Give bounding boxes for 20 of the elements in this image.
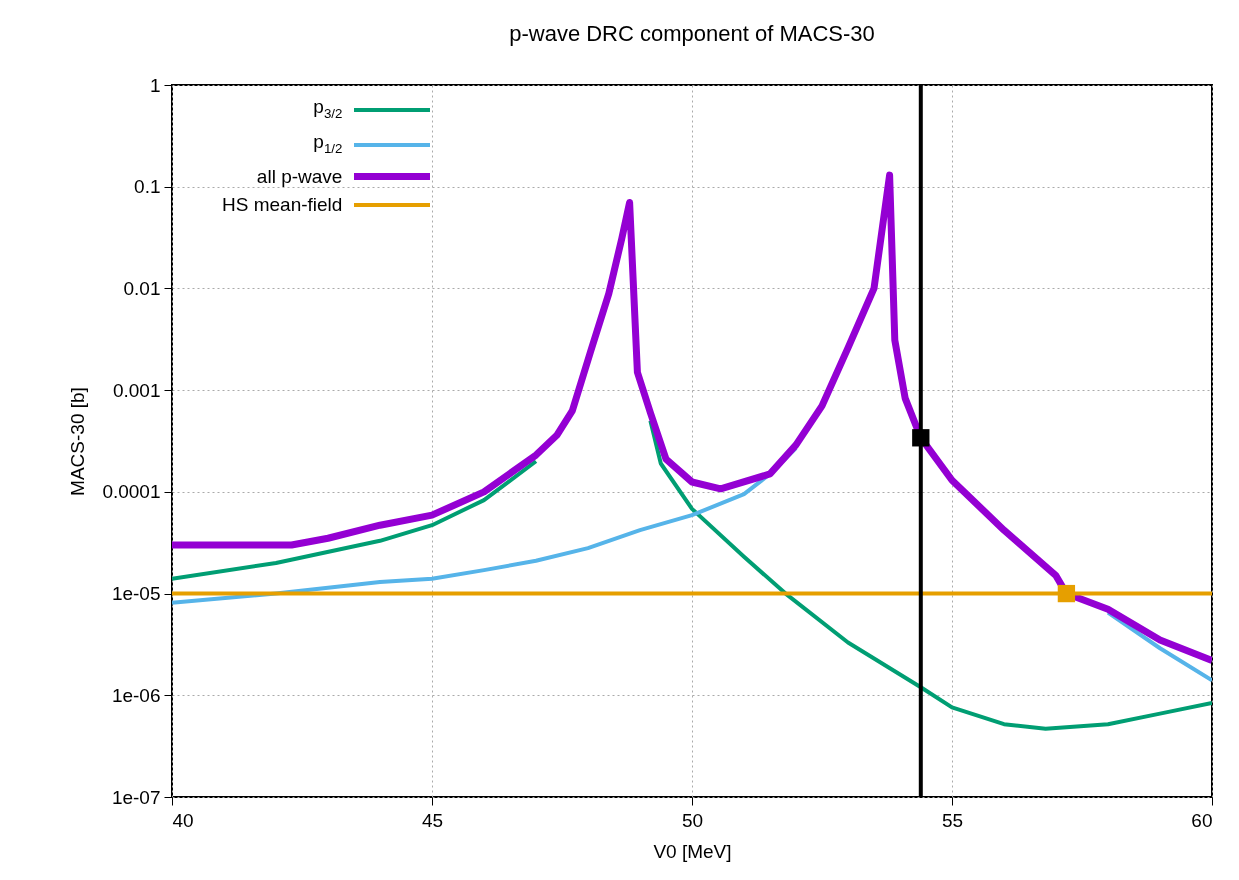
- y-axis-title: MACS-30 [b]: [67, 387, 89, 496]
- y-tick-label: 0.01: [123, 277, 161, 299]
- y-tick-label: 0.0001: [102, 481, 161, 503]
- x-tick-label: 50: [681, 809, 704, 831]
- x-tick-label: 45: [421, 809, 444, 831]
- y-tick-label: 1e-07: [111, 786, 161, 808]
- x-tick-label: 40: [172, 809, 194, 831]
- x-tick-label: 55: [941, 809, 964, 831]
- y-tick-label: 1e-06: [111, 684, 161, 706]
- legend-label: p$_{3/2}$: [313, 95, 343, 123]
- legend-label: all p-wave: [256, 164, 343, 189]
- legend-label: HS mean-field: [222, 192, 343, 217]
- y-tick-label: 0.1: [134, 176, 161, 198]
- chart-title: p-wave DRC component of MACS-30: [509, 21, 875, 46]
- y-tick-label: 1e-05: [111, 583, 161, 605]
- y-tick-label: 1: [149, 74, 161, 96]
- x-tick-label: 60: [1191, 809, 1213, 831]
- y-tick-label: 0.001: [112, 379, 161, 401]
- x-axis-title: V0 [MeV]: [653, 840, 732, 862]
- legend-label: p$_{1/2}$: [313, 129, 343, 158]
